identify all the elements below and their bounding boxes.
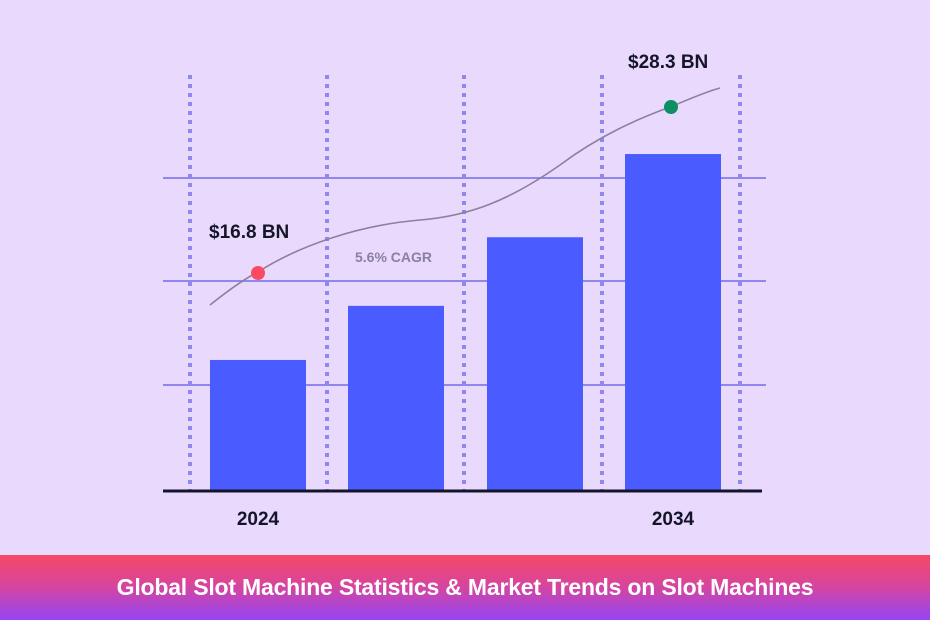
start-point-marker (251, 266, 265, 280)
end-point-marker (664, 100, 678, 114)
x-tick-label: 2034 (652, 509, 695, 530)
banner-title: Global Slot Machine Statistics & Market … (116, 574, 814, 600)
cagr-label: 5.6% CAGR (355, 249, 432, 265)
x-tick-label: 2024 (237, 509, 280, 530)
bar (487, 237, 583, 491)
start-value-label: $16.8 BN (209, 222, 289, 243)
bar (348, 305, 444, 491)
end-value-label: $28.3 BN (628, 52, 708, 73)
title-banner: Global Slot Machine Statistics & Market … (0, 555, 930, 620)
market-growth-chart: 2024 2034 $16.8 BN $28.3 BN 5.6% CAGR (163, 52, 766, 530)
bar (625, 154, 721, 492)
bar (210, 359, 306, 491)
